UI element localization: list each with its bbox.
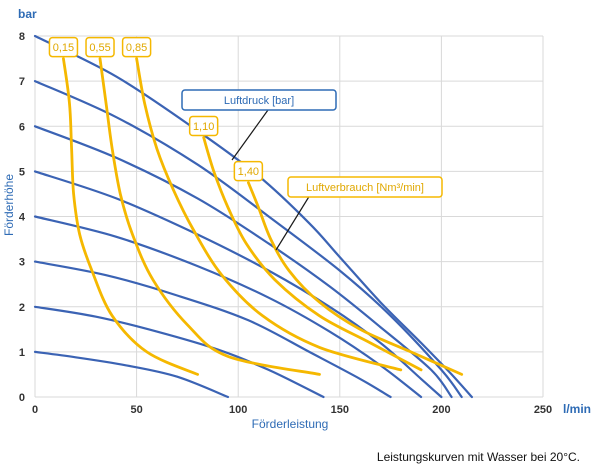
y-axis-ticks: 0 1 2 3 4 5 6 7 8 [19, 31, 26, 404]
air-consumption-labels: 0,15 0,55 0,85 1,10 1,40 [48, 36, 264, 182]
x-tick-label: 150 [331, 404, 349, 416]
air-consumption-label: 1,40 [238, 166, 259, 178]
air-consumption-label: 0,85 [126, 42, 147, 54]
pressure-curves [33, 34, 473, 399]
air-consumption-curve [247, 181, 464, 376]
air-consumption-label-box [48, 36, 79, 58]
x-tick-label: 100 [229, 404, 247, 416]
air-consumption-label: 1,10 [193, 121, 214, 133]
pressure-curve [33, 170, 443, 399]
air-legend-box [287, 176, 443, 198]
air-consumption-label-box [233, 160, 264, 182]
air-legend-label: Luftverbrauch [Nm³/min] [306, 182, 424, 194]
x-tick-label: 0 [32, 404, 38, 416]
y-tick-label: 7 [19, 76, 25, 88]
x-axis-ticks: 0 50 100 150 200 250 [32, 404, 552, 416]
y-tick-label: 1 [19, 347, 25, 359]
x-tick-label: 250 [534, 404, 552, 416]
air-consumption-curve [202, 136, 423, 372]
y-tick-label: 5 [19, 166, 25, 178]
pressure-legend-label: Luftdruck [bar] [224, 95, 294, 107]
x-unit-label: l/min [563, 402, 591, 416]
air-consumption-curve [135, 57, 403, 372]
y-tick-label: 6 [19, 121, 25, 133]
x-axis-title: Förderleistung [252, 417, 329, 431]
y-tick-label: 2 [19, 302, 25, 314]
pressure-curve [33, 350, 230, 399]
air-consumption-label-box [188, 115, 219, 137]
y-tick-label: 4 [19, 212, 26, 224]
pressure-curve [33, 260, 392, 399]
x-tick-label: 200 [432, 404, 450, 416]
y-tick-label: 0 [19, 392, 25, 404]
air-legend-leader [275, 194, 311, 251]
y-axis-title: Förderhöhe [2, 174, 16, 236]
air-consumption-label-box [121, 36, 152, 58]
pressure-legend-leader [231, 109, 269, 161]
pressure-legend-box [181, 89, 337, 111]
pressure-curve [33, 80, 463, 399]
grid [34, 35, 544, 398]
pressure-curve [33, 125, 453, 399]
chart-caption: Leistungskurven mit Wasser bei 20°C. [377, 450, 580, 464]
air-consumption-curve [98, 57, 321, 376]
y-tick-label: 3 [19, 257, 25, 269]
air-consumption-curve [62, 57, 199, 376]
air-consumption-label-box [85, 36, 115, 58]
y-tick-label: 8 [19, 31, 25, 43]
air-consumption-curves [62, 57, 464, 376]
y-unit-label: bar [18, 7, 37, 21]
pressure-curve [33, 305, 325, 399]
x-tick-label: 50 [130, 404, 142, 416]
air-consumption-label: 0,55 [89, 42, 110, 54]
air-consumption-label: 0,15 [53, 42, 74, 54]
